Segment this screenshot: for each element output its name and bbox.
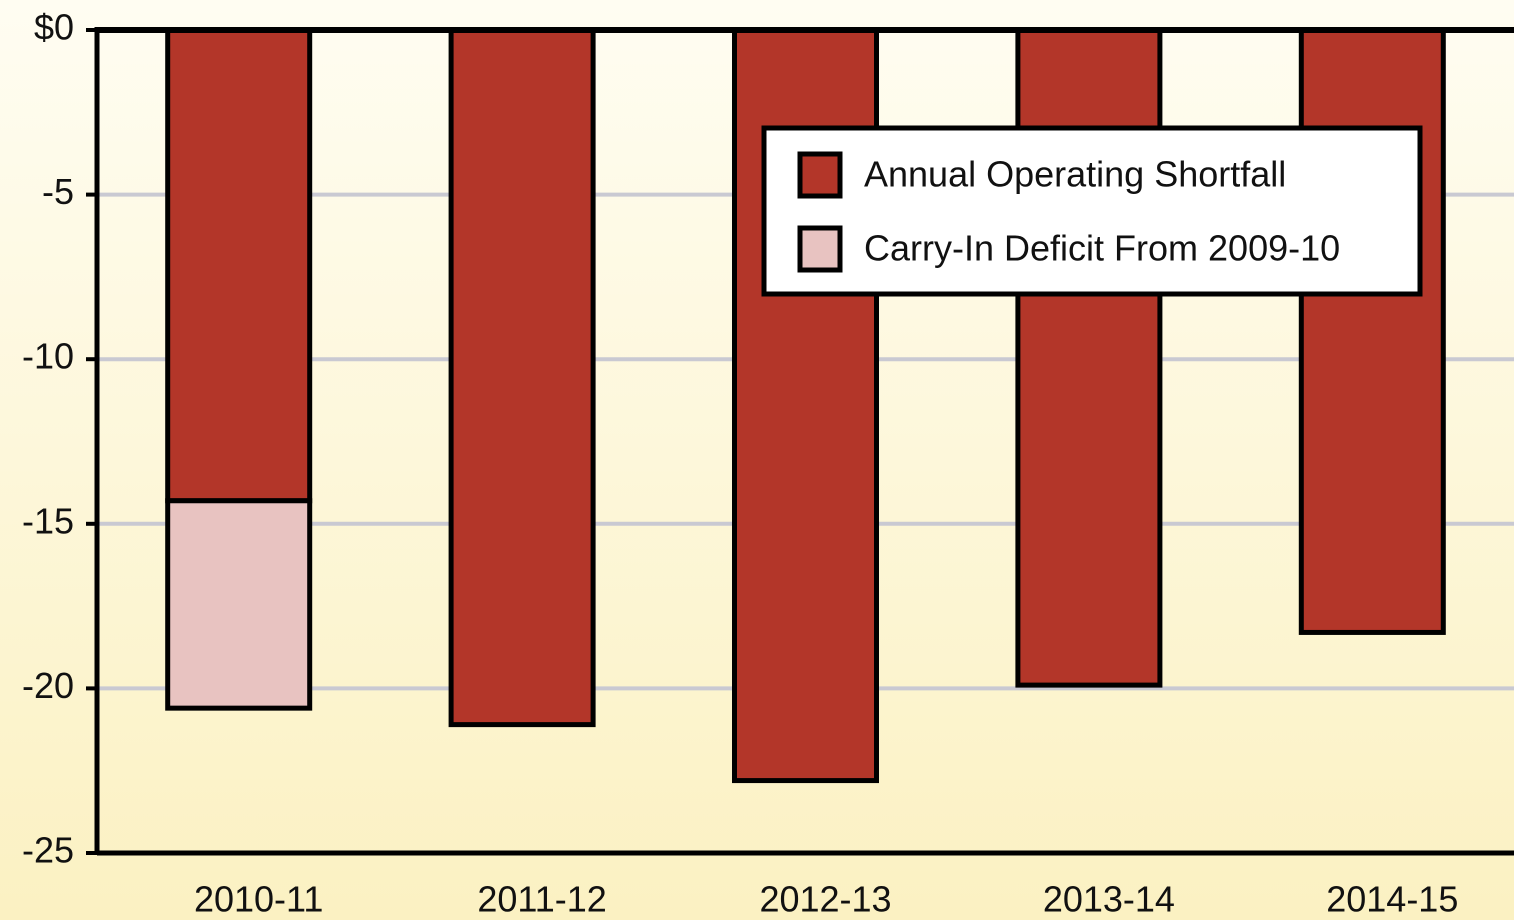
legend-swatch bbox=[797, 225, 843, 273]
x-tick-label: 2011-12 bbox=[477, 879, 606, 920]
bar bbox=[448, 27, 596, 728]
y-tick-label: -10 bbox=[22, 336, 74, 377]
y-tick-label: $0 bbox=[34, 7, 74, 48]
x-tick-label: 2013-14 bbox=[1043, 879, 1175, 920]
legend-box bbox=[761, 125, 1423, 297]
y-tick-label: -25 bbox=[22, 830, 74, 871]
x-tick-label: 2014-15 bbox=[1326, 879, 1458, 920]
legend-label: Carry-In Deficit From 2009-10 bbox=[864, 228, 1340, 269]
bar bbox=[1298, 27, 1446, 635]
y-tick-label: -15 bbox=[22, 500, 74, 541]
bar bbox=[165, 27, 313, 504]
y-tick-label: -20 bbox=[22, 665, 74, 706]
x-tick-label: 2012-13 bbox=[759, 879, 891, 920]
legend-swatch bbox=[797, 151, 843, 199]
x-tick-label: 2010-11 bbox=[194, 879, 323, 920]
bar bbox=[165, 498, 313, 711]
y-tick-label: -5 bbox=[42, 171, 74, 212]
legend-label: Annual Operating Shortfall bbox=[864, 154, 1286, 195]
